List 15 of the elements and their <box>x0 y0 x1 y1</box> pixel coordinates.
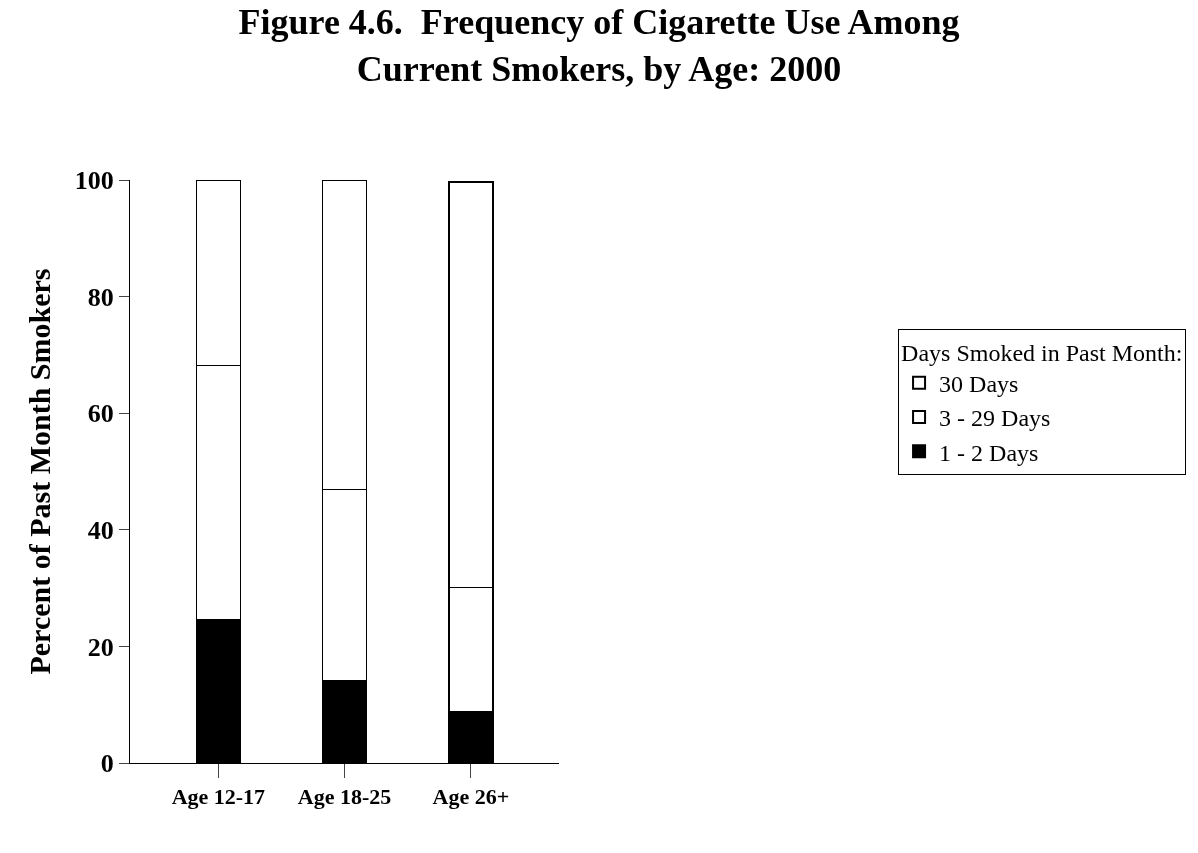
y-axis-title: Percent of Past Month Smokers <box>22 268 56 675</box>
y-tick-label: 0 <box>100 749 114 779</box>
legend-title: Days Smoked in Past Month: <box>901 339 1183 366</box>
y-tick-label: 20 <box>87 632 114 662</box>
y-tick-label: 80 <box>87 282 114 312</box>
x-tick-label: Age 26+ <box>432 784 510 810</box>
y-tick-label: 100 <box>74 166 114 196</box>
legend-label: 30 Days <box>939 371 1019 398</box>
y-tick-label: 40 <box>87 515 114 545</box>
x-tick-label: Age 18-25 <box>297 784 392 810</box>
chart-title: Figure 4.6. Frequency of Cigarette Use Among Current Smokers, by Age: 2000 <box>238 2 960 89</box>
legend-label: 3 - 29 Days <box>939 405 1051 432</box>
x-tick-label: Age 12-17 <box>171 784 266 810</box>
legend-label: 1 - 2 Days <box>939 439 1039 466</box>
y-tick-label: 60 <box>87 399 114 429</box>
